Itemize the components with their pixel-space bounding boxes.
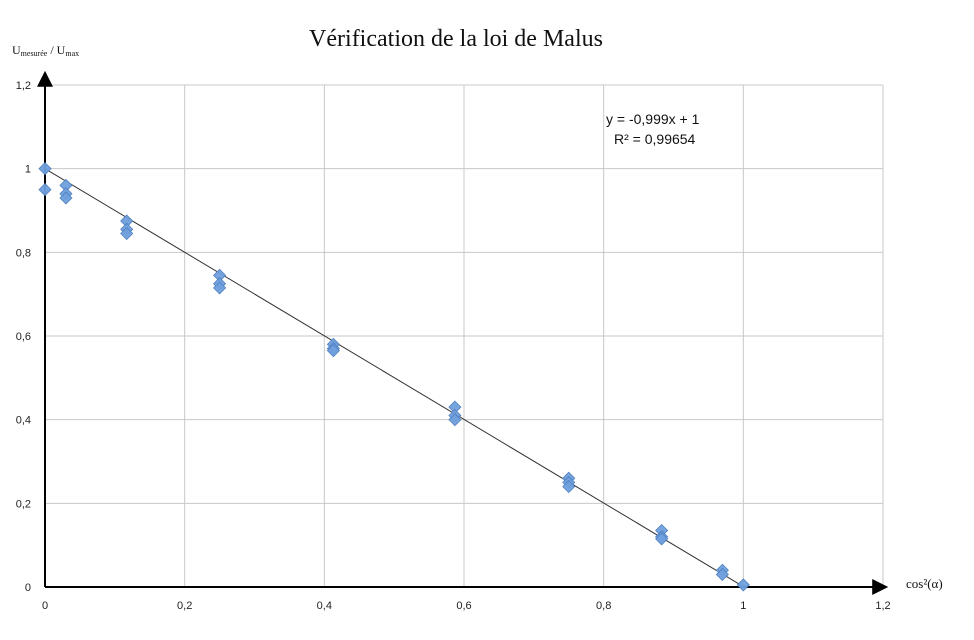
x-tick-label-3: 0,6 [456, 600, 471, 612]
chart-title: Vérification de la loi de Malus [309, 26, 603, 52]
y-label-base: U [12, 43, 21, 57]
grid-lines [45, 84, 884, 587]
data-point-25 [736, 578, 750, 592]
y-tick-label-2: 0,4 [16, 415, 31, 427]
y-label-sub1: mesurée [21, 49, 48, 58]
data-point-7 [120, 226, 134, 241]
data-points [38, 162, 750, 592]
x-tick-label-4: 0,8 [596, 600, 611, 612]
y-axis-label: Umesurée / Umax [12, 43, 79, 58]
x-tick-labels: 0 0,2 0,4 0,6 0,8 1 1,2 [42, 600, 891, 612]
y-tick-label-4: 0,8 [16, 247, 31, 259]
y-tick-label-6: 1,2 [16, 80, 31, 92]
trendline-equation: y = -0,999x + 1 [606, 111, 700, 127]
y-tick-label-5: 1 [25, 164, 31, 176]
data-point-4 [59, 191, 73, 205]
y-tick-label-1: 0,2 [16, 498, 31, 510]
trendline [44, 168, 744, 588]
data-point-16 [448, 413, 462, 427]
y-label-separator: / [47, 43, 56, 57]
y-label-base2: U [57, 43, 66, 57]
x-tick-label-0: 0 [42, 600, 48, 612]
y-tick-labels: 0 0,2 0,4 0,6 0,8 1 1,2 [16, 80, 31, 594]
x-tick-label-5: 1 [740, 600, 746, 612]
x-tick-label-2: 0,4 [317, 600, 332, 612]
data-point-19 [562, 480, 576, 494]
data-point-0 [38, 162, 52, 176]
x-tick-label-1: 0,2 [177, 600, 192, 612]
x-axis-label: cos²(α) [906, 576, 943, 591]
data-point-10 [213, 281, 227, 295]
data-point-22 [655, 532, 669, 546]
x-tick-label-6: 1,2 [875, 600, 890, 612]
data-point-24 [715, 567, 729, 582]
data-point-13 [326, 344, 340, 358]
trendline-r-squared: R² = 0,99654 [614, 131, 696, 147]
y-tick-label-3: 0,6 [16, 331, 31, 343]
data-point-1 [38, 183, 52, 197]
y-label-sub2: max [65, 49, 79, 58]
y-tick-label-0: 0 [25, 582, 31, 594]
